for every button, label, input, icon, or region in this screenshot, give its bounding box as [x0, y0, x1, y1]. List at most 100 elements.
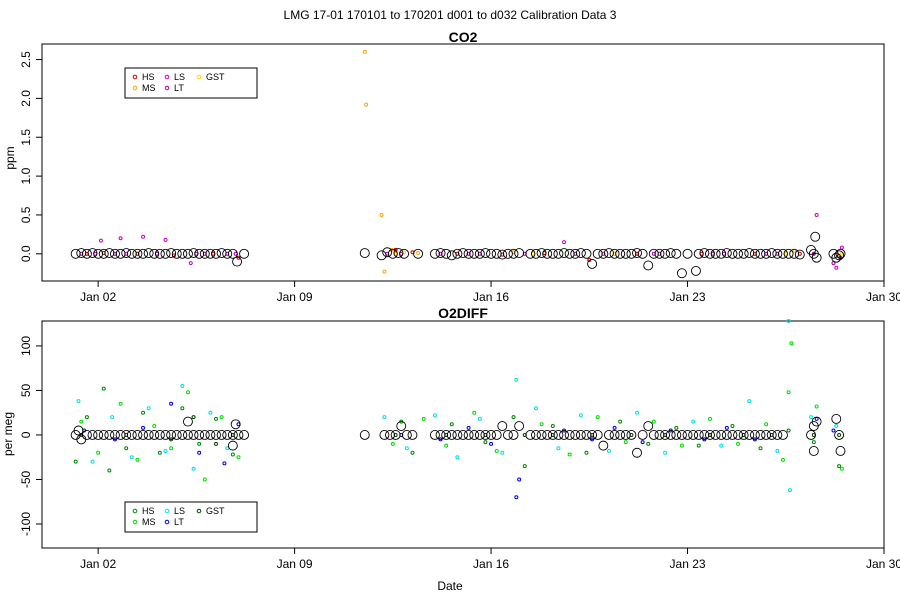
- o2diff-average-circle: [149, 429, 160, 440]
- co2-panel: CO2 ppm Jan 02 Jan 09 Jan 16 Jan 23 Jan 30 0…: [3, 29, 900, 304]
- o2diff-average-circle: [491, 429, 502, 440]
- co2-average-circle: [98, 248, 109, 259]
- co2-average-circle: [620, 248, 631, 259]
- o2diff-x-tick-label: Jan 30: [866, 557, 900, 571]
- o2diff-point-lt: [489, 441, 494, 446]
- o2diff-point-hs: [214, 416, 219, 421]
- o2diff-average-circle: [104, 429, 115, 440]
- o2diff-point-ls: [110, 415, 115, 420]
- co2-point-ms: [382, 269, 387, 274]
- o2diff-point-ms: [135, 457, 140, 462]
- o2diff-point-lt: [831, 428, 836, 433]
- co2-average-circle: [227, 248, 238, 259]
- co2-average-circle: [744, 248, 755, 258]
- co2-point-ls: [163, 237, 168, 242]
- o2diff-average-circle: [559, 429, 569, 440]
- o2diff-point-ms: [421, 416, 426, 421]
- co2-average-circle: [429, 248, 440, 259]
- o2diff-average-circle: [761, 429, 772, 440]
- co2-y-tick-label: 0.5: [19, 206, 33, 223]
- o2diff-point-hs: [449, 422, 454, 427]
- o2diff-point-hs: [696, 443, 701, 448]
- co2-average-circle: [648, 248, 659, 259]
- co2-point-lt: [811, 251, 816, 256]
- o2diff-point-hs: [180, 406, 185, 411]
- o2diff-point-hs: [837, 464, 842, 469]
- o2diff-average-circle: [230, 419, 241, 430]
- o2diff-point-lt: [640, 440, 645, 445]
- o2diff-average-circle: [643, 421, 654, 431]
- o2diff-legend-swatch-gst: [196, 508, 202, 514]
- o2diff-average-circle: [660, 429, 671, 440]
- co2-y-tick-label: 1.5: [19, 129, 33, 146]
- o2diff-average-circle: [727, 429, 738, 440]
- co2-average-circle: [603, 248, 614, 258]
- o2diff-average-circle: [564, 429, 575, 440]
- o2diff-point-hs: [730, 424, 735, 429]
- o2diff-average-circle: [525, 429, 536, 440]
- o2diff-point-ms: [185, 390, 190, 395]
- o2diff-legend-label-ls: LS: [174, 506, 185, 516]
- o2diff-point-ms: [118, 401, 123, 406]
- o2diff-point-ls: [786, 319, 791, 323]
- o2diff-point-ls: [76, 399, 81, 404]
- co2-average-circle: [508, 248, 519, 259]
- figure-title: LMG 17-01 170101 to 170201 d001 to d032 …: [284, 8, 617, 22]
- o2diff-point-ls: [775, 448, 780, 453]
- co2-average-circle: [691, 265, 701, 276]
- o2diff-chart-title: O2DIFF: [438, 305, 488, 321]
- o2diff-point-ls: [635, 410, 640, 415]
- o2diff-point-ms: [736, 441, 741, 446]
- co2-average-circle: [205, 248, 216, 259]
- o2diff-point-hs: [758, 446, 763, 451]
- o2diff-average-circle: [205, 429, 216, 440]
- o2diff-average-circle: [831, 413, 842, 424]
- o2diff-average-circle: [441, 429, 452, 440]
- o2diff-point-ls: [787, 488, 792, 493]
- co2-point-ls: [118, 236, 123, 241]
- o2diff-average-circle: [632, 447, 642, 458]
- o2diff-average-circle: [98, 429, 109, 440]
- o2diff-average-circle: [620, 429, 631, 440]
- o2diff-average-circle: [396, 421, 407, 431]
- co2-average-circle: [232, 256, 243, 267]
- co2-average-circle: [399, 248, 410, 259]
- o2diff-average-circle: [435, 429, 446, 440]
- o2diff-point-lt: [222, 461, 227, 466]
- o2diff-average-circle: [587, 429, 598, 440]
- o2diff-average-circle: [497, 421, 508, 431]
- co2-average-circle: [413, 248, 424, 259]
- co2-average-circle: [149, 248, 160, 259]
- o2diff-point-ls: [691, 419, 696, 424]
- o2diff-average-circle: [766, 429, 777, 440]
- o2diff-point-ms: [651, 419, 656, 424]
- co2-average-circle: [216, 248, 227, 258]
- o2diff-average-circle: [188, 429, 199, 440]
- co2-legend-label-ls: LS: [174, 72, 185, 82]
- co2-average-circle: [446, 250, 457, 261]
- co2-legend-swatch-ls: [164, 74, 170, 80]
- co2-average-circle: [553, 248, 564, 259]
- co2-average-circle: [637, 248, 648, 259]
- co2-average-circle: [794, 249, 805, 260]
- o2diff-x-tick-label: Jan 23: [670, 557, 706, 571]
- o2diff-point-ms: [390, 441, 395, 446]
- co2-average-circle: [665, 248, 676, 258]
- co2-average-circle: [811, 252, 822, 263]
- o2diff-point-ls: [208, 410, 213, 415]
- co2-y-axis-label: ppm: [3, 146, 17, 169]
- o2diff-average-circle: [772, 429, 783, 440]
- co2-average-circle: [721, 248, 732, 258]
- co2-average-circle: [536, 248, 547, 258]
- o2diff-average-circle: [73, 425, 84, 436]
- o2diff-legend-box: [124, 501, 258, 533]
- co2-average-circle: [587, 258, 598, 269]
- co2-average-circle: [575, 248, 586, 258]
- co2-average-circle: [393, 248, 404, 258]
- o2diff-point-ls: [191, 466, 196, 471]
- co2-average-circle: [542, 248, 553, 259]
- o2diff-x-tick-label: Jan 09: [277, 557, 313, 571]
- o2diff-point-ls: [834, 424, 839, 429]
- o2diff-point-ls: [514, 377, 519, 382]
